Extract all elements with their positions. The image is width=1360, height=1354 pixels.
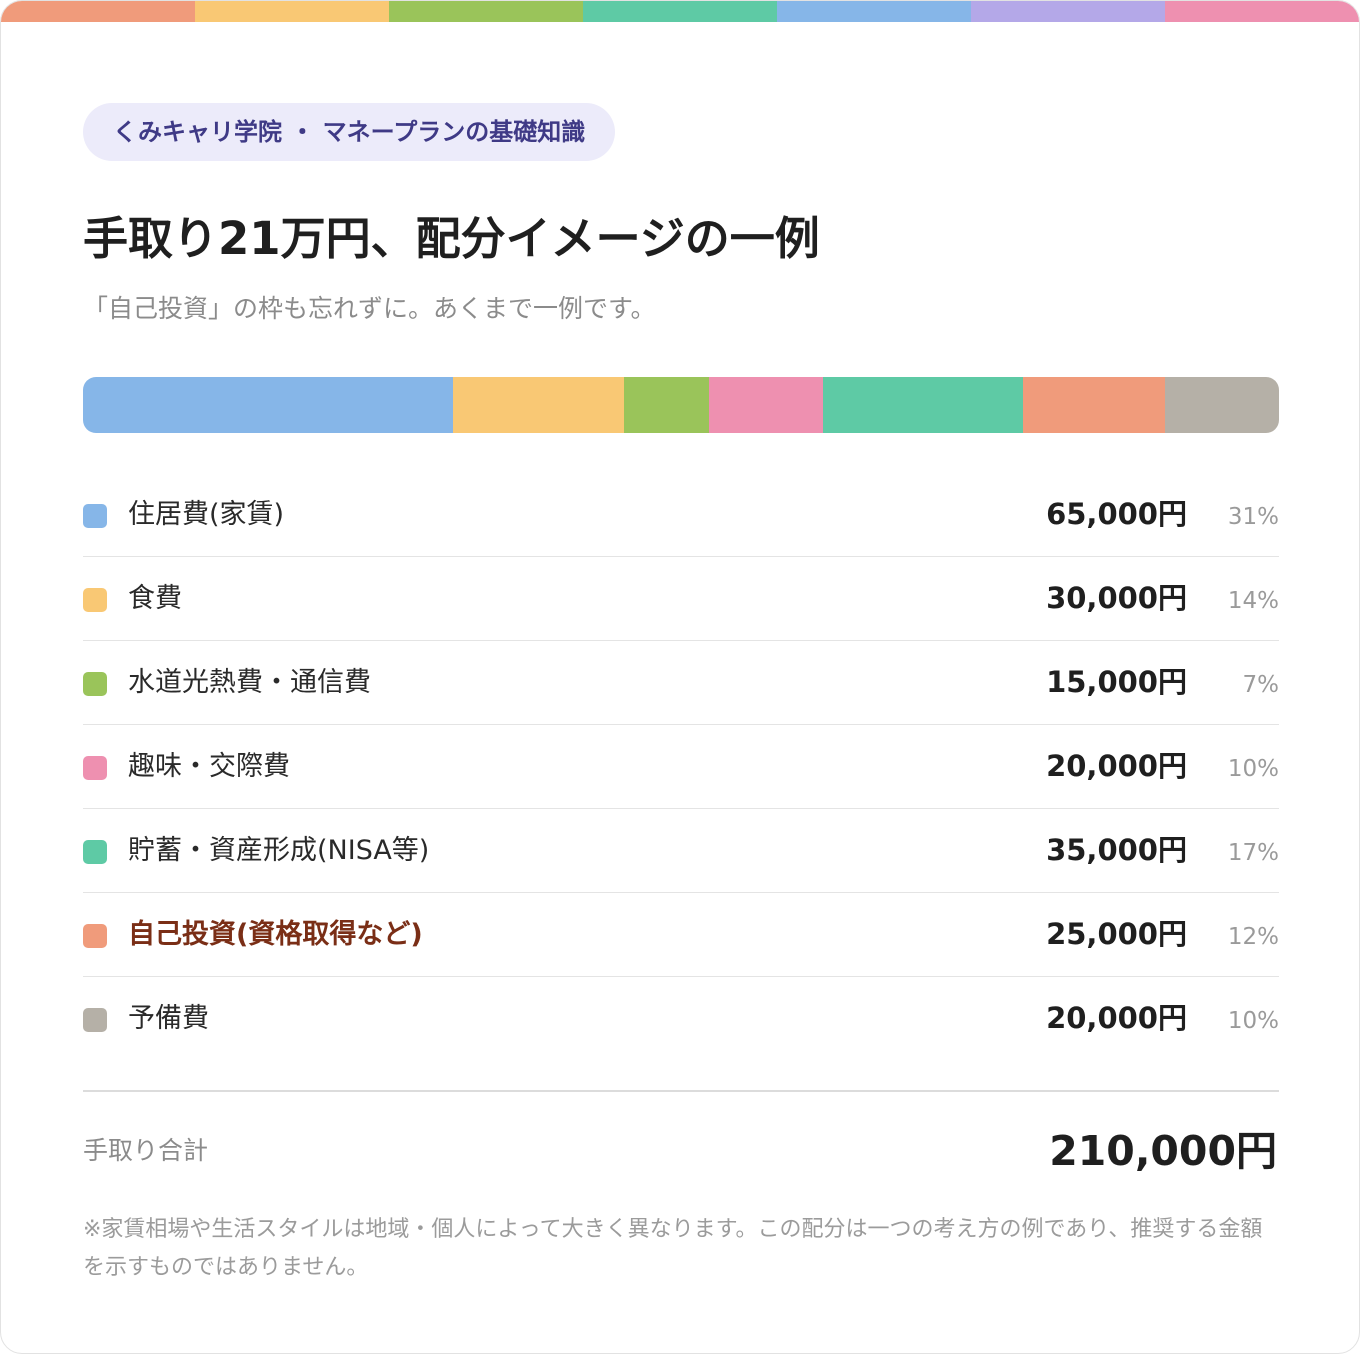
row-percent: 31%: [1227, 504, 1279, 530]
row-percent: 10%: [1227, 1008, 1279, 1034]
top-stripe-segment: [195, 1, 389, 22]
color-swatch: [83, 504, 107, 528]
row-amount: 35,000円: [1046, 833, 1187, 867]
color-swatch: [83, 1008, 107, 1032]
color-swatch: [83, 756, 107, 780]
row-percent: 7%: [1242, 672, 1280, 698]
allocation-row: 食費 30,000円 14%: [83, 557, 1279, 641]
color-swatch: [83, 840, 107, 864]
bar-segment: [709, 377, 824, 433]
top-stripe-segment: [971, 1, 1165, 22]
bar-segment: [1165, 377, 1279, 433]
allocation-row: 趣味・交際費 20,000円 10%: [83, 725, 1279, 809]
disclaimer-note: ※家賃相場や生活スタイルは地域・個人によって大きく異なります。この配分は一つの考…: [83, 1217, 1263, 1280]
allocation-row: 水道光熱費・通信費 15,000円 7%: [83, 641, 1279, 725]
top-stripe-segment: [1, 1, 195, 22]
total-divider: [83, 1090, 1279, 1092]
bar-segment: [83, 377, 454, 433]
allocation-row: 自己投資(資格取得など) 25,000円 12%: [83, 893, 1279, 977]
bar-segment: [453, 377, 625, 433]
color-swatch: [83, 588, 107, 612]
top-stripe-segment: [389, 1, 583, 22]
top-stripe-segment: [583, 1, 777, 22]
row-label: 食費: [128, 583, 182, 614]
row-amount: 20,000円: [1046, 1001, 1187, 1035]
row-label: 水道光熱費・通信費: [128, 667, 371, 698]
row-label: 趣味・交際費: [128, 751, 290, 782]
allocation-row: 予備費 20,000円 10%: [83, 977, 1279, 1060]
row-percent: 17%: [1227, 840, 1279, 866]
bar-segment: [1022, 377, 1166, 433]
total-label: 手取り合計: [83, 1136, 209, 1165]
bar-segment: [823, 377, 1023, 433]
row-label: 住居費(家賃): [128, 499, 285, 530]
color-swatch: [83, 672, 107, 696]
row-amount: 65,000円: [1046, 497, 1187, 531]
page-subtitle: 「自己投資」の枠も忘れずに。あくまで一例です。: [83, 294, 656, 323]
row-amount: 15,000円: [1046, 665, 1187, 699]
row-amount: 30,000円: [1046, 581, 1187, 615]
row-amount: 25,000円: [1046, 917, 1187, 951]
allocation-row: 住居費(家賃) 65,000円 31%: [83, 473, 1279, 557]
top-stripe-segment: [1165, 1, 1359, 22]
row-label: 自己投資(資格取得など): [128, 919, 423, 950]
row-amount: 20,000円: [1046, 749, 1187, 783]
top-stripe-segment: [777, 1, 971, 22]
total-value: 210,000円: [1049, 1127, 1277, 1175]
allocation-list: 住居費(家賃) 65,000円 31% 食費 30,000円 14% 水道光熱費・通信費 15…: [83, 473, 1279, 1060]
row-label: 予備費: [128, 1003, 209, 1034]
top-color-stripe: [1, 1, 1359, 22]
row-label: 貯蓄・資産形成(NISA等): [128, 835, 430, 866]
row-percent: 14%: [1227, 588, 1279, 614]
row-percent: 10%: [1227, 756, 1279, 782]
stacked-allocation-bar: [83, 377, 1279, 433]
page-title: 手取り21万円、配分イメージの一例: [83, 212, 820, 265]
category-badge: くみキャリ学院 ・ マネープランの基礎知識: [83, 103, 616, 161]
allocation-row: 貯蓄・資産形成(NISA等) 35,000円 17%: [83, 809, 1279, 893]
row-percent: 12%: [1227, 924, 1279, 950]
color-swatch: [83, 924, 107, 948]
bar-segment: [624, 377, 710, 433]
